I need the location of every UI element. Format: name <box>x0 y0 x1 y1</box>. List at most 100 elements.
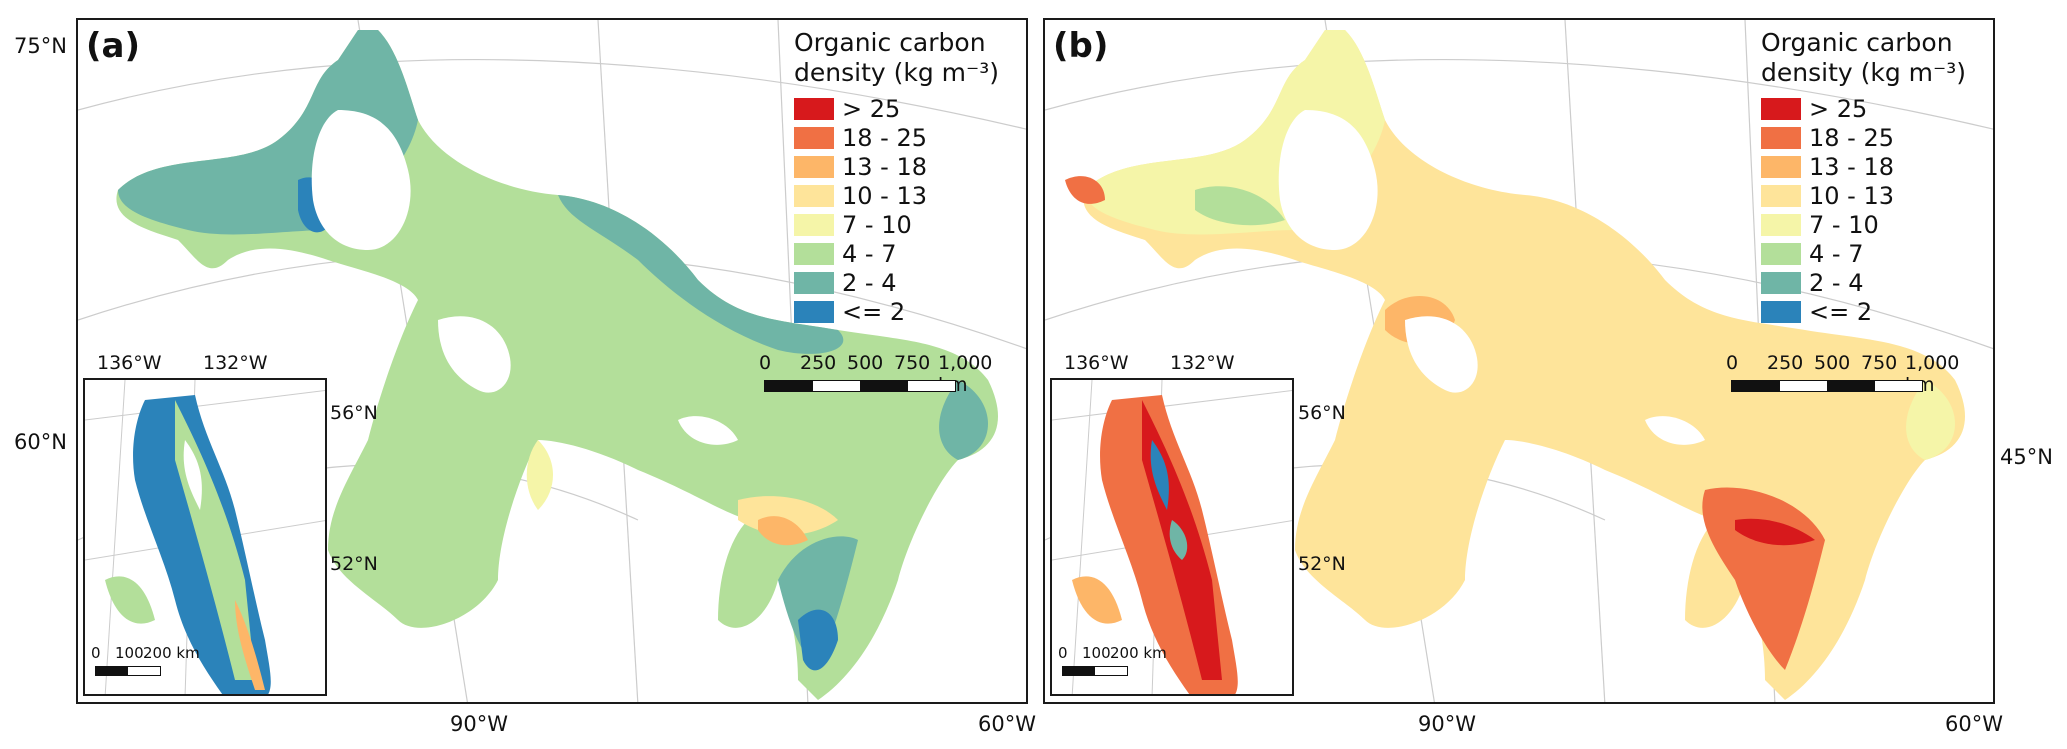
legend-label: > 25 <box>1809 94 1868 123</box>
scale-label-750: 750 <box>894 352 931 374</box>
legend-item: 10 - 13 <box>1761 181 1981 210</box>
inset-lon-132w-a: 132°W <box>203 352 268 374</box>
legend-swatch <box>1761 126 1801 149</box>
inset-lat-52n-b: 52°N <box>1298 553 1346 575</box>
panel-label: (b) <box>1053 26 1109 66</box>
legend-label: 10 - 13 <box>842 181 927 210</box>
inset-scale-segments <box>1062 666 1128 676</box>
map-panel-b: (b) Organic carbon density (kg m⁻³) > 25… <box>1043 18 1995 704</box>
legend-item: 7 - 10 <box>794 210 1014 239</box>
lon-label-60w-a: 60°W <box>978 712 1036 736</box>
legend-swatch <box>1761 184 1801 207</box>
lat-label-60n: 60°N <box>14 430 67 454</box>
legend-label: > 25 <box>842 94 901 123</box>
legend-label: 18 - 25 <box>1809 123 1894 152</box>
scale-label-750: 750 <box>1861 352 1898 374</box>
scale-label-500: 500 <box>847 352 884 374</box>
legend-label: <= 2 <box>1809 297 1873 326</box>
inset-lon-132w-b: 132°W <box>1170 352 1235 374</box>
inset-scale-label-200: 200 km <box>143 644 200 662</box>
inset-map: 0 100 200 km <box>1050 378 1294 696</box>
inset-scale-label-200: 200 km <box>1110 644 1167 662</box>
scale-label-250: 250 <box>800 352 837 374</box>
legend-item: 7 - 10 <box>1761 210 1981 239</box>
scale-label-250: 250 <box>1767 352 1804 374</box>
legend-swatch <box>1761 97 1801 120</box>
lon-label-90w-a: 90°W <box>450 712 508 736</box>
legend-item: 10 - 13 <box>794 181 1014 210</box>
legend-item: 13 - 18 <box>1761 152 1981 181</box>
map-canvas <box>1045 20 1993 702</box>
scale-labels: 0 250 500 750 1,000 km <box>1721 352 1981 396</box>
legend-label: 7 - 10 <box>842 210 912 239</box>
inset-scale-label-0: 0 <box>1058 644 1068 662</box>
legend-swatch <box>794 184 834 207</box>
inset-scale-label-0: 0 <box>91 644 101 662</box>
inset-lat-56n-b: 56°N <box>1298 402 1346 424</box>
legend-title: Organic carbon density (kg m⁻³) <box>1761 28 1981 88</box>
legend-swatch <box>794 300 834 323</box>
legend: Organic carbon density (kg m⁻³) > 25 18 -… <box>1761 28 1981 326</box>
legend-label: 4 - 7 <box>1809 239 1864 268</box>
legend-label: 18 - 25 <box>842 123 927 152</box>
legend-item: <= 2 <box>794 297 1014 326</box>
legend-item: 2 - 4 <box>794 268 1014 297</box>
legend-item: 18 - 25 <box>794 123 1014 152</box>
legend-swatch <box>1761 213 1801 236</box>
inset-scale-label-100: 100 <box>115 644 144 662</box>
scale-bar-segments <box>1731 380 1923 392</box>
map-panel-a: (a) Organic carbon density (kg m⁻³) > 25… <box>76 18 1028 704</box>
legend-swatch <box>794 242 834 265</box>
inset-scale-bar: 0 100 200 km <box>1058 644 1168 684</box>
scale-bar: 0 250 500 750 1,000 km <box>1721 352 1981 402</box>
legend: Organic carbon density (kg m⁻³) > 25 18 -… <box>794 28 1014 326</box>
scale-label-0: 0 <box>1726 352 1739 374</box>
legend-item: 13 - 18 <box>794 152 1014 181</box>
legend-swatch <box>1761 271 1801 294</box>
lat-label-45n: 45°N <box>2000 445 2053 469</box>
legend-swatch <box>1761 155 1801 178</box>
panel-label: (a) <box>86 26 141 66</box>
legend-title-line2: density (kg m⁻³) <box>794 58 999 87</box>
legend-label: <= 2 <box>842 297 906 326</box>
legend-title-line2: density (kg m⁻³) <box>1761 58 1966 87</box>
legend-label: 2 - 4 <box>842 268 897 297</box>
legend-label: 2 - 4 <box>1809 268 1864 297</box>
legend-swatch <box>794 271 834 294</box>
scale-bar-segments <box>764 380 956 392</box>
legend-item: > 25 <box>794 94 1014 123</box>
scale-labels: 0 250 500 750 1,000 km <box>754 352 1014 396</box>
scale-label-500: 500 <box>1814 352 1851 374</box>
legend-swatch <box>794 97 834 120</box>
legend-swatch <box>794 155 834 178</box>
legend-label: 4 - 7 <box>842 239 897 268</box>
inset-lon-136w-b: 136°W <box>1064 352 1129 374</box>
legend-title-line1: Organic carbon <box>1761 28 1953 57</box>
coastline-shape <box>116 30 998 700</box>
coastline-shape <box>1065 30 1965 700</box>
inset-map: 0 100 200 km <box>83 378 327 696</box>
scale-label-0: 0 <box>759 352 772 374</box>
legend-swatch <box>794 213 834 236</box>
legend-item: > 25 <box>1761 94 1981 123</box>
legend-title-line1: Organic carbon <box>794 28 986 57</box>
legend-swatch <box>794 126 834 149</box>
legend-label: 13 - 18 <box>1809 152 1894 181</box>
inset-canvas <box>85 380 325 694</box>
inset-lat-56n-a: 56°N <box>330 402 378 424</box>
map-canvas <box>78 20 1026 702</box>
scale-bar: 0 250 500 750 1,000 km <box>754 352 1014 402</box>
legend-item: <= 2 <box>1761 297 1981 326</box>
inset-canvas <box>1052 380 1292 694</box>
legend-item: 4 - 7 <box>794 239 1014 268</box>
legend-swatch <box>1761 300 1801 323</box>
inset-lat-52n-a: 52°N <box>330 553 378 575</box>
legend-item: 2 - 4 <box>1761 268 1981 297</box>
legend-label: 7 - 10 <box>1809 210 1879 239</box>
legend-item: 4 - 7 <box>1761 239 1981 268</box>
lat-label-75n: 75°N <box>14 34 67 58</box>
legend-label: 10 - 13 <box>1809 181 1894 210</box>
inset-scale-segments <box>95 666 161 676</box>
